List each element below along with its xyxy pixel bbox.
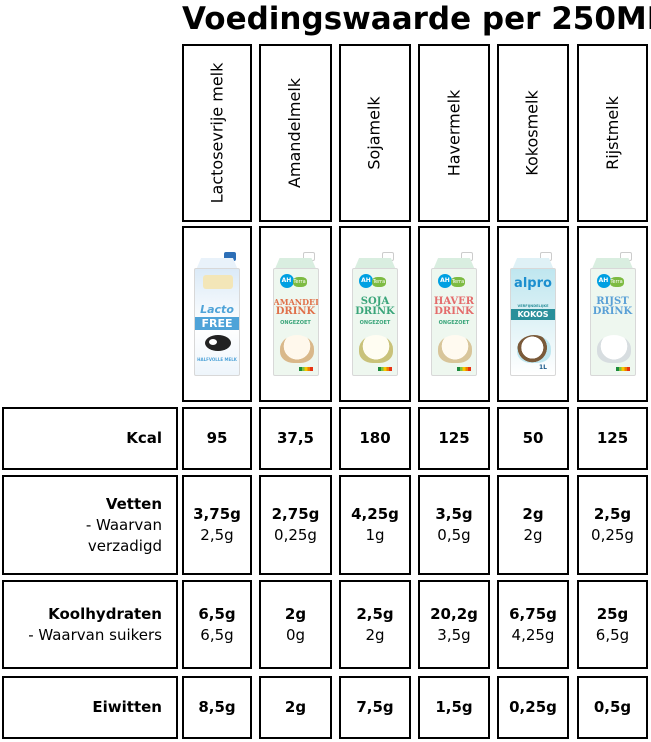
- milk-carton-icon: Lacto FREE HALFVOLLE MELK: [194, 252, 240, 376]
- product-image-kokosmelk: alpro VERFIJNDELIJKE KOKOS 1L: [497, 226, 569, 402]
- eiwitten-kokosmelk: 0,25g: [497, 676, 569, 739]
- kcal-rijstmelk: 125: [577, 407, 648, 470]
- header-lactosevrije-melk: Lactosevrije melk: [182, 44, 252, 222]
- product-name: Rijstmelk: [602, 96, 622, 170]
- milk-carton-icon: AH Terra RIJST DRINK: [589, 252, 636, 376]
- product-name: Lactosevrije melk: [207, 62, 227, 204]
- vetten-lactosevrije-melk: 3,75g 2,5g: [182, 475, 252, 575]
- row-sublabel: verzadigd: [87, 536, 162, 555]
- milk-carton-icon: AH Terra SOJA DRINK ONGEZOET: [352, 252, 398, 376]
- row-label: Vetten: [105, 494, 162, 513]
- header-kokosmelk: Kokosmelk: [497, 44, 569, 222]
- header-rijstmelk: Rijstmelk: [577, 44, 648, 222]
- vetten-kokosmelk: 2g 2g: [497, 475, 569, 575]
- milk-carton-icon: AH Terra HAVER DRINK ONGEZOET: [431, 252, 477, 376]
- product-image-amandelmelk: AH Terra AMANDEL DRINK ONGEZOET: [259, 226, 332, 402]
- koolhydraten-sojamelk: 2,5g 2g: [339, 580, 411, 669]
- vetten-sojamelk: 4,25g 1g: [339, 475, 411, 575]
- row-label: Koolhydraten: [48, 604, 162, 623]
- koolhydraten-amandelmelk: 2g 0g: [259, 580, 332, 669]
- row-label-koolhydraten: Koolhydraten - Waarvan suikers: [2, 580, 178, 669]
- eiwitten-havermelk: 1,5g: [418, 676, 490, 739]
- kcal-kokosmelk: 50: [497, 407, 569, 470]
- header-havermelk: Havermelk: [418, 44, 490, 222]
- product-image-sojamelk: AH Terra SOJA DRINK ONGEZOET: [339, 226, 411, 402]
- page-title: Voedingswaarde per 250ML: [182, 1, 651, 37]
- product-image-havermelk: AH Terra HAVER DRINK ONGEZOET: [418, 226, 490, 402]
- eiwitten-sojamelk: 7,5g: [339, 676, 411, 739]
- row-label-kcal: Kcal: [2, 407, 178, 470]
- koolhydraten-lactosevrije-melk: 6,5g 6,5g: [182, 580, 252, 669]
- vetten-havermelk: 3,5g 0,5g: [418, 475, 490, 575]
- row-label: Kcal: [126, 429, 162, 447]
- koolhydraten-havermelk: 20,2g 3,5g: [418, 580, 490, 669]
- eiwitten-rijstmelk: 0,5g: [577, 676, 648, 739]
- row-sublabel: - Waarvan: [85, 515, 162, 534]
- vetten-amandelmelk: 2,75g 0,25g: [259, 475, 332, 575]
- eiwitten-lactosevrije-melk: 8,5g: [182, 676, 252, 739]
- milk-carton-icon: alpro VERFIJNDELIJKE KOKOS 1L: [510, 252, 556, 376]
- kcal-amandelmelk: 37,5: [259, 407, 332, 470]
- koolhydraten-rijstmelk: 25g 6,5g: [577, 580, 648, 669]
- row-label-eiwitten: Eiwitten: [2, 676, 178, 739]
- product-name: Kokosmelk: [523, 90, 543, 176]
- row-label: Eiwitten: [92, 698, 162, 716]
- header-amandelmelk: Amandelmelk: [259, 44, 332, 222]
- kcal-havermelk: 125: [418, 407, 490, 470]
- kcal-sojamelk: 180: [339, 407, 411, 470]
- row-sublabel: - Waarvan suikers: [28, 625, 162, 644]
- product-name: Amandelmelk: [285, 77, 305, 189]
- koolhydraten-kokosmelk: 6,75g 4,25g: [497, 580, 569, 669]
- kcal-lactosevrije-melk: 95: [182, 407, 252, 470]
- row-label-vetten: Vetten - Waarvan verzadigd: [2, 475, 178, 575]
- eiwitten-amandelmelk: 2g: [259, 676, 332, 739]
- header-sojamelk: Sojamelk: [339, 44, 411, 222]
- vetten-rijstmelk: 2,5g 0,25g: [577, 475, 648, 575]
- product-name: Havermelk: [444, 89, 463, 177]
- product-image-lactosevrije-melk: Lacto FREE HALFVOLLE MELK: [182, 226, 252, 402]
- product-image-rijstmelk: AH Terra RIJST DRINK: [577, 226, 648, 402]
- milk-carton-icon: AH Terra AMANDEL DRINK ONGEZOET: [272, 252, 319, 376]
- product-name: Sojamelk: [365, 96, 384, 170]
